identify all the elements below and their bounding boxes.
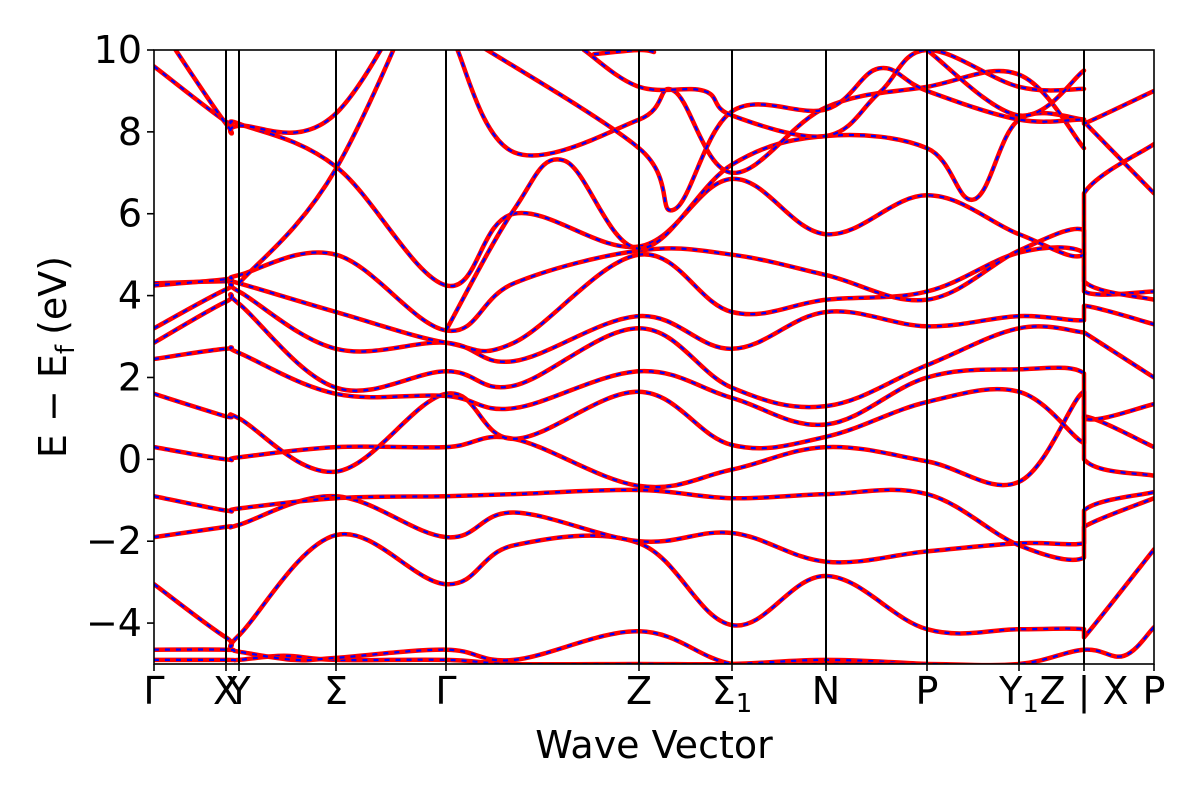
band-7-solid <box>154 345 1154 428</box>
band-17-solid <box>482 50 1154 213</box>
band-9-solid <box>154 281 1154 365</box>
band-6-dashed <box>154 388 1154 473</box>
x-tick-label-2: Y <box>226 669 251 713</box>
kpoint-vertical-lines <box>225 50 1085 664</box>
x-tick-label-7: N <box>812 669 840 713</box>
band-9-dashed <box>154 282 1154 363</box>
band-18-dashed <box>583 50 1085 138</box>
band-5-dashed <box>154 390 1154 489</box>
y-tick-label-2: 0 <box>118 437 142 481</box>
x-axis-ticks: Γ XY Σ Γ Z Σ1 N P Y1 Z | X P <box>143 664 1165 719</box>
band-8-dashed <box>154 293 1154 409</box>
x-tick-label-1: X <box>213 669 239 713</box>
band-0-solid <box>154 653 930 664</box>
plot-frame <box>153 49 1155 665</box>
y-axis-title: E − Ef(eV) <box>31 256 81 458</box>
band-14-solid <box>172 50 384 136</box>
y-tick-label-0: −4 <box>86 601 142 645</box>
y-tick-label-1: −2 <box>86 519 142 563</box>
band-19-dashed <box>593 50 655 56</box>
x-tick-label-4: Γ <box>435 669 456 713</box>
x-tick-label-10: Z | X <box>1039 669 1128 714</box>
x-tick-label-3: Σ <box>324 669 348 713</box>
y-tick-label-5: 6 <box>118 192 142 236</box>
y-tick-label-6: 8 <box>118 110 142 154</box>
band-lines <box>154 50 1154 664</box>
band-2-dashed <box>154 532 1154 648</box>
band-14-dashed <box>174 50 382 135</box>
band-17-dashed <box>485 50 1154 212</box>
x-tick-label-5: Z <box>626 669 652 713</box>
x-tick-label-0: Γ <box>143 669 164 713</box>
band-5-solid <box>154 389 1154 490</box>
band-11-solid <box>154 226 1154 334</box>
y-tick-label-4: 4 <box>118 274 142 318</box>
y-axis-ticks: −4 −2 0 2 4 6 8 10 <box>86 28 154 645</box>
x-tick-label-11: P <box>1143 669 1166 713</box>
x-tick-label-8: P <box>916 669 939 713</box>
band-6-solid <box>154 386 1154 474</box>
x-axis-title: Wave Vector <box>535 723 773 767</box>
y-tick-label-3: 2 <box>118 355 142 399</box>
x-tick-label-9: Y1 <box>998 669 1039 719</box>
band-18-solid <box>581 50 1087 139</box>
band-13-solid <box>236 50 396 286</box>
y-tick-label-7: 10 <box>94 28 142 72</box>
x-tick-label-6: Σ1 <box>712 669 753 719</box>
band-13-dashed <box>238 50 395 285</box>
band-1-dashed <box>154 626 1154 664</box>
